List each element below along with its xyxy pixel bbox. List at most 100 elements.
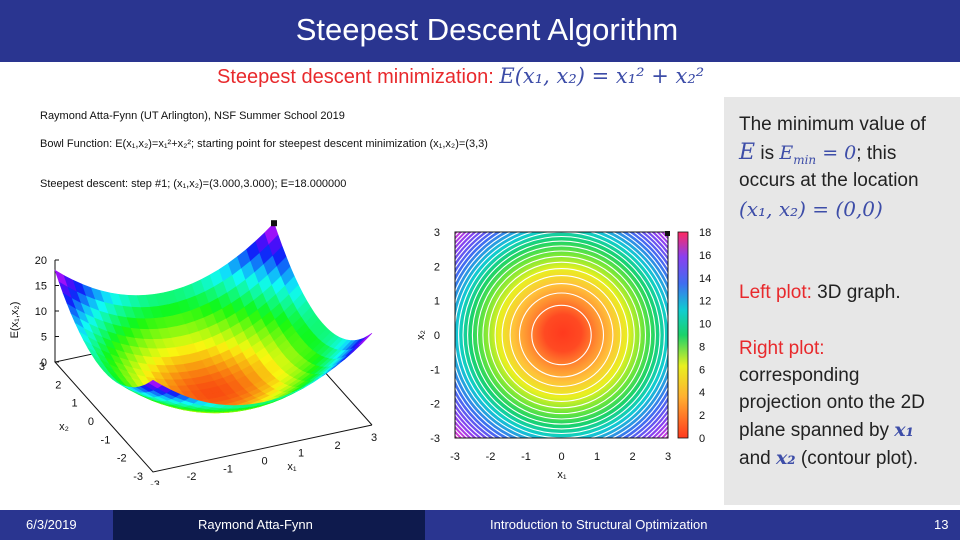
colorbar-tick-label: 10 <box>699 319 711 331</box>
surface-z-tick-label: 20 <box>35 255 47 267</box>
contour-y-tick-label: 0 <box>434 330 440 342</box>
side-right-line1: corresponding <box>739 365 860 386</box>
surface-x1-tick-label: 0 <box>261 456 267 468</box>
side-and: and <box>739 448 776 469</box>
side-emin-e: E <box>779 142 794 164</box>
contour-line <box>509 283 614 387</box>
side-x1: x₁ <box>894 419 914 441</box>
surface-x1-tick-label: 3 <box>371 432 377 444</box>
side-line3: occurs at the location <box>739 170 919 191</box>
surface-z-axis-label: E(x₁,x₂) <box>9 302 21 339</box>
contour-frame <box>454 231 669 439</box>
surface-x1-tick-label: 1 <box>298 448 304 460</box>
contour-line <box>462 235 661 435</box>
figure-header-line2: Bowl Function: E(x₁,x₂)=x₁²+x₂²; startin… <box>40 138 488 150</box>
contour-line <box>531 304 592 366</box>
side-var-e: E <box>739 140 756 165</box>
contour-x-tick-label: -1 <box>521 451 531 463</box>
surface-marker <box>271 220 277 227</box>
contour-y-axis-label: x₂ <box>415 330 427 340</box>
figure-header-line1: Raymond Atta-Fynn (UT Arlington), NSF Su… <box>40 110 345 122</box>
colorbar-tick-label: 6 <box>699 364 705 376</box>
contour-y-tick-label: -1 <box>430 364 440 376</box>
contour-x-tick-label: -3 <box>450 451 460 463</box>
surface-x1-axis-label: x₁ <box>287 461 297 473</box>
contour-line <box>518 292 605 378</box>
surface-x2-tick-label: 1 <box>72 398 78 410</box>
surface-x2-tick-label: -2 <box>117 453 127 465</box>
surface-z-tick-label: 15 <box>35 281 47 293</box>
side-emin-sub: min <box>793 152 817 167</box>
right-plot-label: Right plot: <box>739 338 825 359</box>
side-is: is <box>755 143 780 164</box>
side-emin: Emin = 0 <box>779 142 857 167</box>
contour-y-tick-label: -3 <box>430 433 440 445</box>
colorbar-tick-label: 18 <box>699 227 711 239</box>
contour-fill <box>455 232 668 438</box>
surface-x1-tick-label: 2 <box>334 440 340 452</box>
figure-header-line3: Steepest descent: step #1; (x₁,x₂)=(3.00… <box>40 178 347 190</box>
colorbar-tick-label: 12 <box>699 296 711 308</box>
contour-y-tick-label: -2 <box>430 399 440 411</box>
side-panel <box>724 97 960 505</box>
slide-title: Steepest Descent Algorithm <box>295 12 679 47</box>
side-x2: x₂ <box>775 447 796 469</box>
surface-z-tick-label: 10 <box>35 306 47 318</box>
side-right-line3-text: plane spanned by <box>739 420 895 441</box>
colorbar-tick-label: 2 <box>699 410 705 422</box>
contour-x-axis-label: x₁ <box>557 469 567 481</box>
title-bar <box>0 0 960 62</box>
surface-x2-axis-label: x₂ <box>59 421 69 433</box>
colorbar <box>677 231 689 439</box>
colorbar-tick-label: 16 <box>699 250 711 262</box>
side-contour: (contour plot). <box>795 448 919 469</box>
subtitle-formula: E(x₁, x₂) = x₁² + x₂² <box>499 64 705 88</box>
surface-z-tick-label: 5 <box>41 332 47 344</box>
contour-line <box>501 275 622 395</box>
side-right-line2: projection onto the 2D <box>739 392 925 413</box>
surface-x1-tick-label: -1 <box>223 463 233 475</box>
contour-x-tick-label: 0 <box>558 451 564 463</box>
surface-x1-tick-label: -3 <box>150 479 160 485</box>
surface-x2-tick-label: -1 <box>101 434 111 446</box>
contour-line <box>488 261 635 409</box>
surface-mesh <box>54 222 373 414</box>
colorbar-tick-label: 0 <box>699 433 705 445</box>
contour-line <box>494 268 629 402</box>
footer-date: 6/3/2019 <box>26 517 77 532</box>
left-plot-text: 3D graph. <box>811 282 901 303</box>
subtitle-prefix: Steepest descent minimization: <box>217 66 500 88</box>
contour-line <box>471 245 652 425</box>
contour-x-tick-label: -2 <box>486 451 496 463</box>
colorbar-tick-label: 14 <box>699 273 711 285</box>
side-line1: The minimum value of <box>739 114 926 135</box>
slide-subtitle: Steepest descent minimization: E(x₁, x₂)… <box>217 64 704 89</box>
surface-z-tick-label: 0 <box>41 357 47 369</box>
contour-x-tick-label: 3 <box>665 451 671 463</box>
colorbar-tick-label: 8 <box>699 341 705 353</box>
side-left-plot: Left plot: 3D graph. <box>739 279 901 306</box>
surface-x2-tick-label: 0 <box>88 416 94 428</box>
colorbar-tick-label: 4 <box>699 387 705 399</box>
surface-x2-tick-label: -3 <box>133 471 143 483</box>
contour-x-tick-label: 2 <box>629 451 635 463</box>
contour-y-tick-label: 3 <box>434 227 440 239</box>
side-right-line3: plane spanned by x₁ <box>739 417 914 444</box>
footer-page-number: 13 <box>934 517 949 532</box>
contour-line <box>476 250 647 420</box>
side-line2: E is Emin = 0; this <box>739 139 896 174</box>
footer-author: Raymond Atta-Fynn <box>198 517 313 532</box>
side-this: ; this <box>856 143 897 164</box>
contour-y-tick-label: 2 <box>434 261 440 273</box>
surface-patch <box>358 332 373 346</box>
left-plot-label: Left plot: <box>739 282 812 303</box>
contour-line <box>467 240 656 430</box>
side-emin-eq: = 0 <box>816 142 857 164</box>
contour-line <box>482 255 641 415</box>
footer-author-bg <box>113 510 425 540</box>
contour-marker <box>665 231 670 236</box>
side-location: (x₁, x₂) = (0,0) <box>739 197 883 221</box>
contour-y-tick-label: 1 <box>434 296 440 308</box>
